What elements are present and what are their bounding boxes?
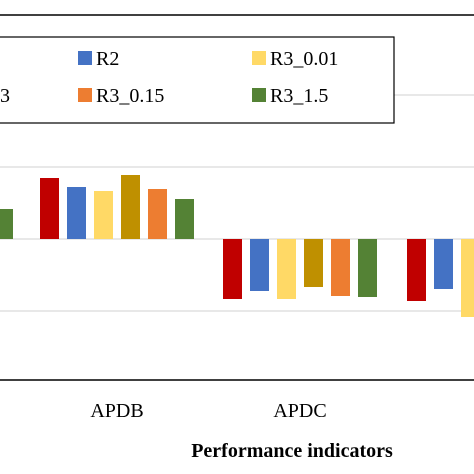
bar — [67, 187, 86, 239]
bar — [331, 239, 350, 296]
bar — [223, 239, 242, 299]
bar — [94, 191, 113, 239]
bar — [121, 175, 140, 239]
legend-label: R3_1.5 — [270, 85, 328, 107]
bar — [148, 189, 167, 239]
bar — [175, 199, 194, 239]
legend-label: R2 — [96, 48, 119, 70]
bar — [277, 239, 296, 299]
legend-label-partial: 3 — [0, 85, 10, 107]
legend-swatch — [252, 88, 266, 102]
bar — [40, 178, 59, 239]
legend-box — [0, 36, 395, 124]
bar — [358, 239, 377, 297]
x-tick-label: APDC — [273, 400, 326, 422]
legend-swatch — [78, 51, 92, 65]
axes — [0, 14, 474, 381]
legend: R2 R3_0.01 R3_0.15 R3_1.5 3 — [0, 36, 395, 124]
bar — [304, 239, 323, 287]
legend-label: R3_0.15 — [96, 85, 164, 107]
bar — [407, 239, 426, 301]
x-axis-title: Performance indicators — [191, 440, 393, 462]
legend-swatch — [252, 51, 266, 65]
x-tick-labels: APDBAPDCQ — [90, 400, 326, 422]
legend-label: R3_0.01 — [270, 48, 338, 70]
bars — [0, 175, 474, 317]
x-tick-label: APDB — [90, 400, 143, 422]
bar — [250, 239, 269, 291]
legend-swatch — [78, 88, 92, 102]
bar — [461, 239, 474, 317]
bar — [0, 209, 13, 239]
bar — [434, 239, 453, 289]
